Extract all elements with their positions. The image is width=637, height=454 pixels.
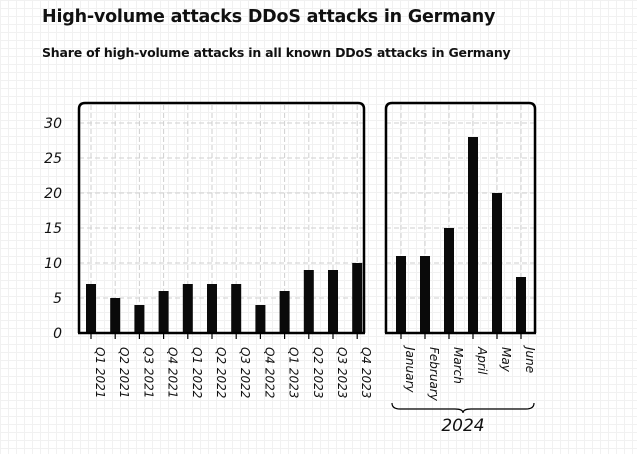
bar [516,277,526,333]
bar [86,284,96,333]
x-tick-label: Q3 2021 [141,347,155,398]
x-tick-label: Q1 2022 [190,347,204,398]
bar [492,193,502,333]
x-tick-label: April [475,346,489,375]
x-tick-label: May [499,347,513,373]
bar [279,291,290,333]
x-tick-label: Q1 2021 [93,347,107,398]
bar [158,291,169,333]
bar [303,270,314,333]
bar [255,305,266,333]
bar [328,270,338,333]
x-tick-label: Q2 2023 [311,347,325,398]
bar [134,305,145,333]
bar [110,298,121,333]
panel-frame [77,101,366,333]
x-tick-label: Q2 2021 [117,347,131,398]
chart-title: High-volume attacks DDoS attacks in Germ… [42,7,496,27]
chart-subtitle: Share of high-volume attacks in all know… [42,45,511,60]
x-tick-label: Q3 2023 [335,347,349,398]
y-tick-label: 25 [44,151,62,167]
bar [444,228,454,333]
x-tick-label: January [403,345,417,393]
panel-frame [384,101,537,333]
x-tick-label: Q1 2023 [287,347,301,398]
y-tick-label: 20 [44,186,62,202]
x-tick-label: Q3 2022 [238,347,252,398]
x-tick-label: Q4 2023 [359,347,373,398]
y-tick-label: 30 [44,116,62,132]
bar [420,256,430,333]
x-tick-label: Q4 2021 [166,347,180,398]
bar [352,263,363,333]
bar [396,256,406,333]
y-tick-label: 15 [44,221,62,237]
bar [182,284,193,333]
y-tick-label: 0 [53,326,62,342]
group-label: 2024 [441,416,484,436]
x-tick-label: February [427,347,441,402]
y-tick-label: 10 [44,256,62,272]
bar [468,137,478,333]
bar [207,284,217,333]
bar [231,284,242,333]
x-tick-label: Q4 2022 [262,347,276,398]
y-tick-label: 5 [53,291,62,307]
group-bracket [391,402,535,414]
x-tick-label: March [451,347,465,384]
x-tick-label: Q2 2022 [214,347,228,398]
x-tick-label: June [523,345,537,373]
